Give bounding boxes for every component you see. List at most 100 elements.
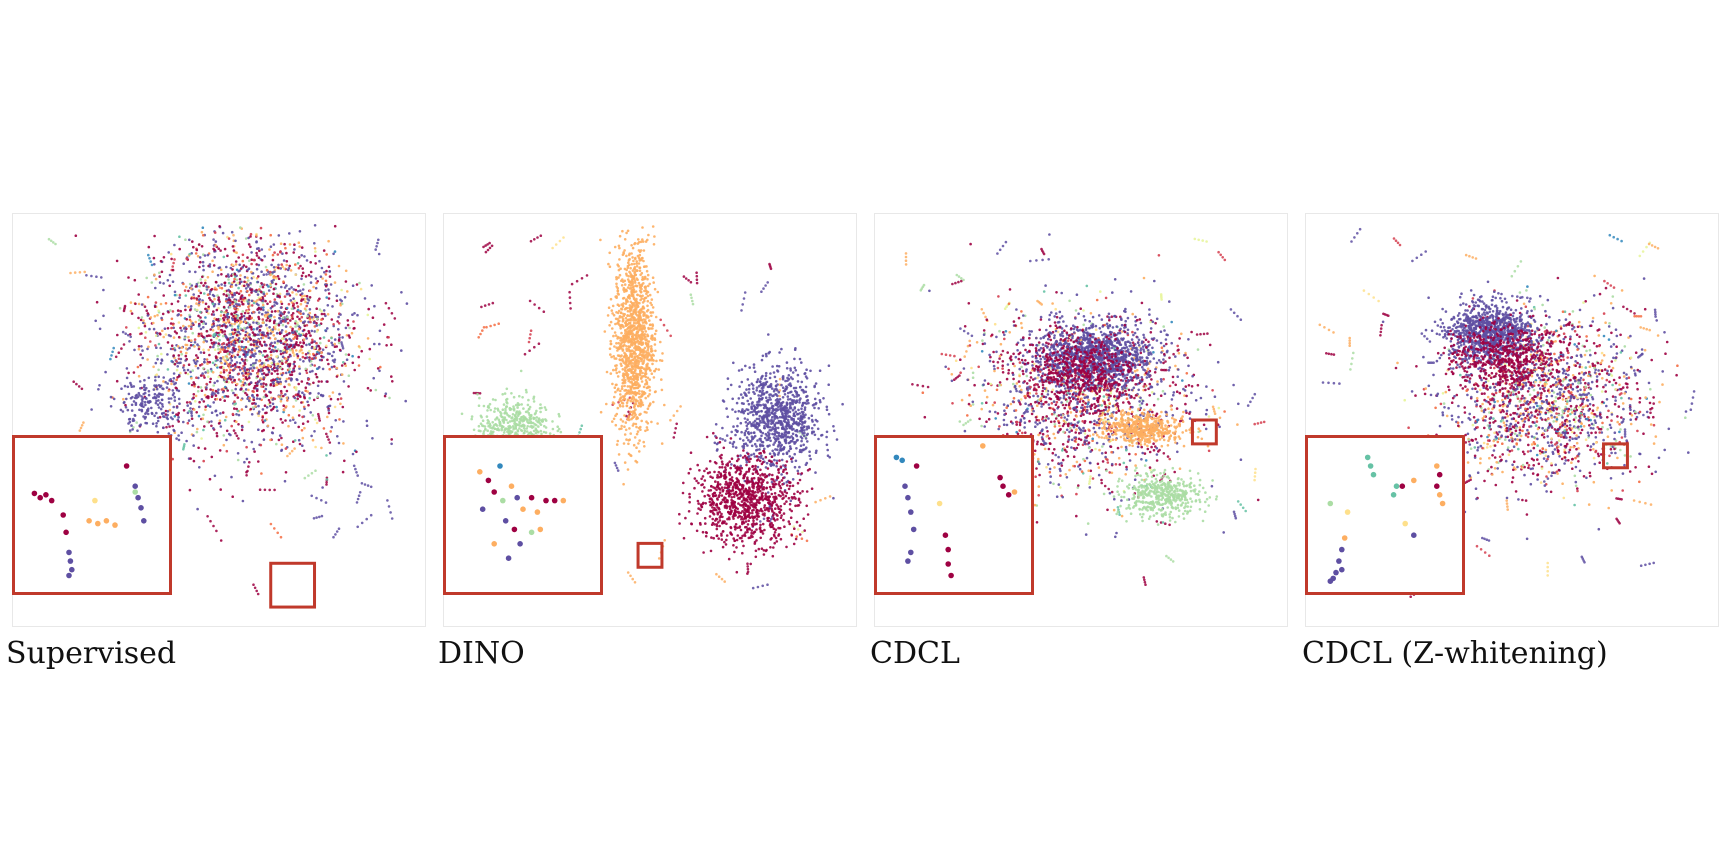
scatter-point: [146, 295, 150, 299]
scatter-point: [527, 398, 530, 402]
scatter-point: [635, 262, 639, 265]
scatter-point: [303, 426, 306, 430]
scatter-point: [251, 393, 254, 397]
scatter-point: [244, 355, 247, 358]
scatter-point: [317, 417, 321, 420]
scatter-point: [640, 307, 643, 311]
scatter-point: [198, 324, 201, 327]
scatter-point: [328, 441, 332, 444]
scatter-point: [279, 314, 283, 317]
scatter-point: [338, 333, 341, 337]
scatter-point: [293, 335, 297, 339]
scatter-point: [491, 431, 494, 435]
scatter-point: [147, 393, 151, 397]
scatter-point: [252, 398, 256, 402]
scatter-point: [252, 366, 256, 370]
scatter-point: [199, 278, 203, 281]
scatter-point: [636, 382, 640, 385]
scatter-point: [188, 346, 191, 350]
scatter-point: [371, 437, 374, 440]
scatter-point: [219, 425, 223, 428]
scatter-point: [184, 308, 187, 312]
scatter-point: [328, 395, 331, 398]
scatter-point: [539, 403, 542, 406]
scatter-point: [195, 282, 199, 286]
scatter-point: [160, 270, 164, 274]
scatter-point: [276, 309, 280, 313]
scatter-point: [642, 355, 645, 359]
scatter-point: [171, 360, 174, 364]
scatter-point: [249, 232, 253, 236]
scatter-point: [516, 414, 520, 417]
scatter-point: [225, 449, 229, 453]
scatter-point: [255, 397, 259, 400]
scatter-point: [324, 501, 328, 504]
inset-point: [43, 492, 49, 498]
scatter-point: [613, 395, 616, 399]
scatter-point: [276, 342, 279, 345]
scatter-point: [227, 237, 231, 240]
scatter-point: [744, 364, 747, 368]
scatter-point: [778, 394, 781, 398]
scatter-point: [293, 345, 296, 348]
scatter-point: [344, 269, 348, 273]
scatter-point: [264, 334, 268, 338]
scatter-point: [638, 253, 642, 257]
scatter-point: [289, 299, 293, 302]
scatter-point: [245, 474, 248, 477]
scatter-point: [186, 404, 189, 407]
scatter-point: [384, 301, 388, 305]
scatter-point: [617, 347, 620, 351]
scatter-point: [137, 374, 141, 378]
scatter-point: [258, 350, 261, 353]
scatter-point: [562, 236, 565, 239]
scatter-point: [539, 410, 542, 414]
scatter-point: [648, 293, 652, 297]
scatter-point: [314, 469, 317, 473]
scatter-point: [612, 368, 615, 372]
scatter-point: [203, 361, 206, 364]
scatter-point: [201, 260, 205, 264]
scatter-point: [239, 348, 242, 352]
scatter-point: [178, 402, 181, 405]
scatter-point: [292, 297, 295, 300]
scatter-point: [631, 246, 635, 250]
scatter-point: [341, 470, 345, 474]
scatter-point: [123, 384, 127, 388]
scatter-point: [311, 438, 315, 442]
scatter-point: [293, 364, 297, 368]
scatter-point: [214, 244, 217, 247]
scatter-point: [285, 251, 288, 255]
scatter-point: [557, 412, 561, 416]
scatter-point: [287, 413, 291, 417]
scatter-point: [254, 361, 257, 365]
scatter-point: [352, 320, 355, 323]
scatter-point: [617, 323, 621, 326]
scatter-point: [505, 398, 508, 402]
scatter-point: [161, 415, 165, 418]
scatter-point: [333, 224, 337, 228]
scatter-point: [160, 358, 164, 361]
scatter-point: [143, 378, 146, 382]
scatter-point: [191, 424, 195, 427]
scatter-point: [227, 363, 231, 366]
scatter-point: [228, 374, 232, 378]
scatter-point: [166, 410, 170, 413]
scatter-point: [258, 397, 262, 401]
scatter-point: [156, 358, 159, 361]
scatter-point: [274, 325, 277, 328]
scatter-point: [299, 264, 302, 268]
scatter-point: [644, 429, 647, 433]
scatter-point: [115, 379, 119, 383]
scatter-point: [294, 322, 297, 325]
scatter-point: [305, 259, 309, 262]
scatter-point: [534, 411, 537, 415]
scatter-point: [717, 575, 721, 578]
scatter-point: [123, 304, 127, 308]
scatter-point: [634, 383, 638, 386]
scatter-point: [227, 288, 230, 292]
scatter-point: [477, 424, 481, 428]
scatter-point: [491, 421, 494, 424]
scatter-point: [365, 424, 369, 427]
scatter-point: [263, 255, 266, 258]
